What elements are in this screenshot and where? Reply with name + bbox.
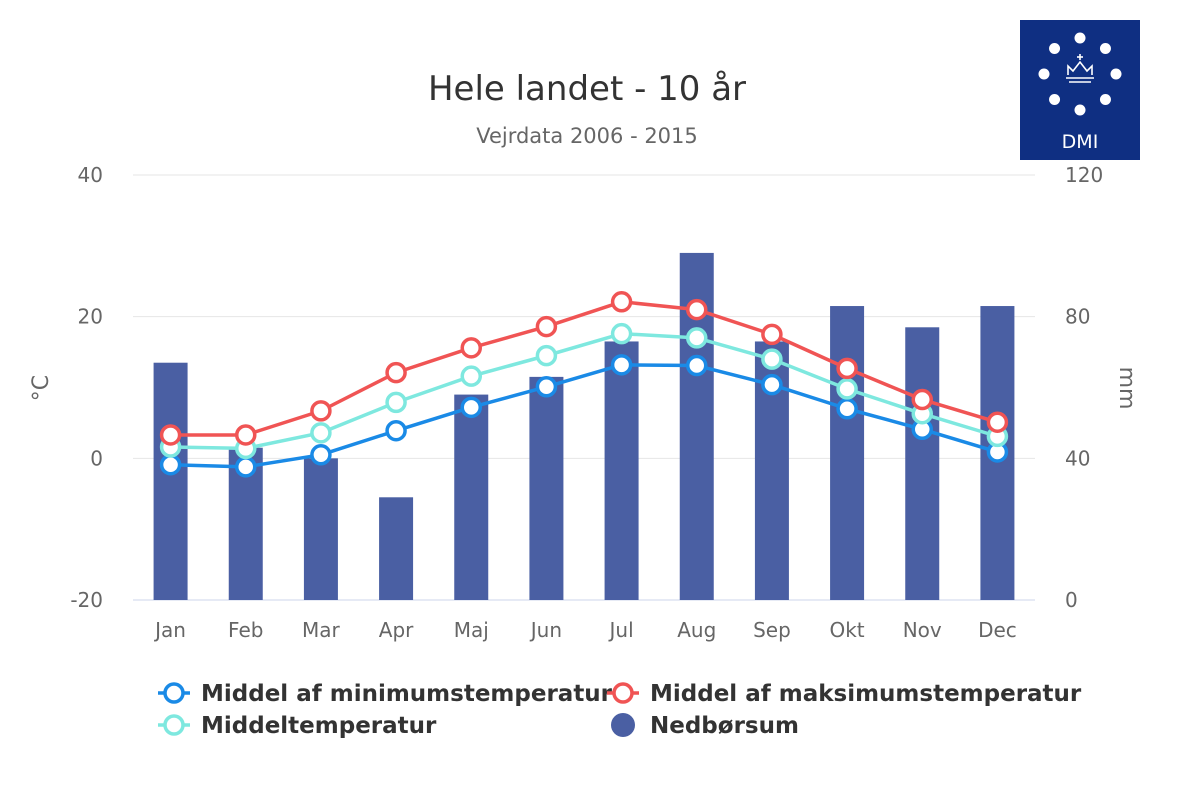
- y-left-tick-label: -20: [70, 588, 103, 612]
- x-tick-label: Okt: [829, 618, 864, 642]
- series-line: [170, 363, 998, 469]
- y-left-axis-title: °C: [29, 375, 54, 401]
- legend-label: Middel af maksimumstemperatur: [650, 681, 1082, 707]
- data-point: [159, 453, 182, 476]
- x-tick-label: Sep: [753, 618, 791, 642]
- legend-label: Nedbørsum: [650, 713, 799, 739]
- data-point: [686, 298, 708, 321]
- x-tick-label: Jun: [529, 618, 562, 642]
- data-point: [911, 388, 933, 411]
- data-point: [836, 378, 858, 400]
- x-tick-label: Dec: [978, 618, 1017, 642]
- crown-icon: [1066, 54, 1094, 83]
- logo-dot: [1099, 43, 1111, 55]
- precipitation-bar: [529, 376, 564, 600]
- precipitation-bar: [830, 306, 865, 600]
- legend-label: Middel af minimumstemperatur: [201, 681, 613, 707]
- logo-dot: [1049, 93, 1061, 105]
- data-point: [535, 315, 558, 338]
- chart-subtitle: Vejrdata 2006 - 2015: [476, 124, 698, 148]
- y-right-tick-label: 40: [1065, 446, 1090, 470]
- precipitation-bar: [379, 497, 414, 600]
- data-point: [535, 376, 558, 398]
- legend-symbol: [163, 714, 185, 736]
- data-point: [385, 361, 407, 384]
- logo-text: DMI: [1062, 131, 1099, 153]
- data-point: [686, 327, 708, 349]
- x-tick-label: Mar: [302, 618, 341, 642]
- precipitation-bar: [454, 394, 489, 600]
- data-point: [610, 291, 633, 313]
- y-right-axis-title: mm: [1114, 367, 1139, 410]
- legend: Middel af minimumstemperatur Middel af ma…: [158, 681, 1082, 739]
- data-point: [761, 373, 783, 396]
- data-point: [310, 444, 332, 466]
- x-tick-label: Jan: [153, 618, 186, 642]
- series-line: [170, 300, 998, 437]
- logo-dot: [1110, 68, 1122, 80]
- logo-dot: [1099, 93, 1111, 105]
- legend-symbol: [611, 713, 635, 737]
- data-point: [460, 365, 482, 387]
- data-point: [235, 456, 257, 478]
- precipitation-bars: [153, 252, 1015, 600]
- data-point: [460, 337, 482, 359]
- data-point: [385, 391, 407, 414]
- legend-symbol: [163, 682, 185, 704]
- data-point: [986, 411, 1009, 433]
- legend-symbol: [612, 682, 634, 704]
- x-tick-label: Nov: [903, 618, 942, 642]
- logo-dot: [1074, 32, 1086, 44]
- y-right-tick-label: 120: [1065, 163, 1103, 187]
- x-tick-label: Maj: [454, 618, 489, 642]
- data-point: [310, 400, 332, 422]
- data-point: [686, 354, 708, 377]
- data-point: [159, 424, 182, 446]
- dmi-logo: DMI: [1020, 20, 1140, 160]
- precipitation-bar: [905, 327, 940, 600]
- x-tick-label: Apr: [379, 618, 414, 642]
- logo-dot: [1049, 43, 1061, 55]
- data-point: [836, 357, 858, 380]
- data-point: [310, 422, 332, 444]
- logo-dot: [1074, 104, 1086, 116]
- grid: [133, 174, 1035, 601]
- data-point: [385, 419, 407, 442]
- data-point: [761, 348, 783, 370]
- precipitation-bar: [604, 341, 639, 600]
- precipitation-bar: [153, 362, 188, 600]
- x-tick-label: Jul: [608, 618, 634, 642]
- precipitation-bar: [303, 458, 338, 600]
- y-right-tick-label: 0: [1065, 588, 1078, 612]
- data-point: [235, 424, 257, 446]
- chart-title: Hele landet - 10 år: [428, 69, 746, 109]
- y-left-tick-label: 40: [78, 163, 103, 187]
- data-point: [610, 322, 633, 345]
- logo-dot: [1038, 68, 1050, 80]
- data-point: [761, 323, 783, 346]
- data-point: [836, 398, 858, 420]
- y-left-tick-label: 0: [90, 446, 103, 470]
- data-point: [610, 354, 633, 376]
- y-left-tick-label: 20: [78, 305, 103, 329]
- axes: -20 0 20 40 0 40 80 120 Jan Feb Mar Apr Maj Jun Jul Aug…: [29, 163, 1139, 642]
- series-line: [170, 331, 998, 451]
- x-tick-label: Feb: [228, 618, 263, 642]
- legend-label: Middeltemperatur: [201, 713, 437, 739]
- data-point: [535, 344, 558, 367]
- data-point: [460, 396, 482, 419]
- y-right-tick-label: 80: [1065, 305, 1090, 329]
- x-tick-label: Aug: [677, 618, 716, 642]
- temperature-lines: [159, 291, 1009, 478]
